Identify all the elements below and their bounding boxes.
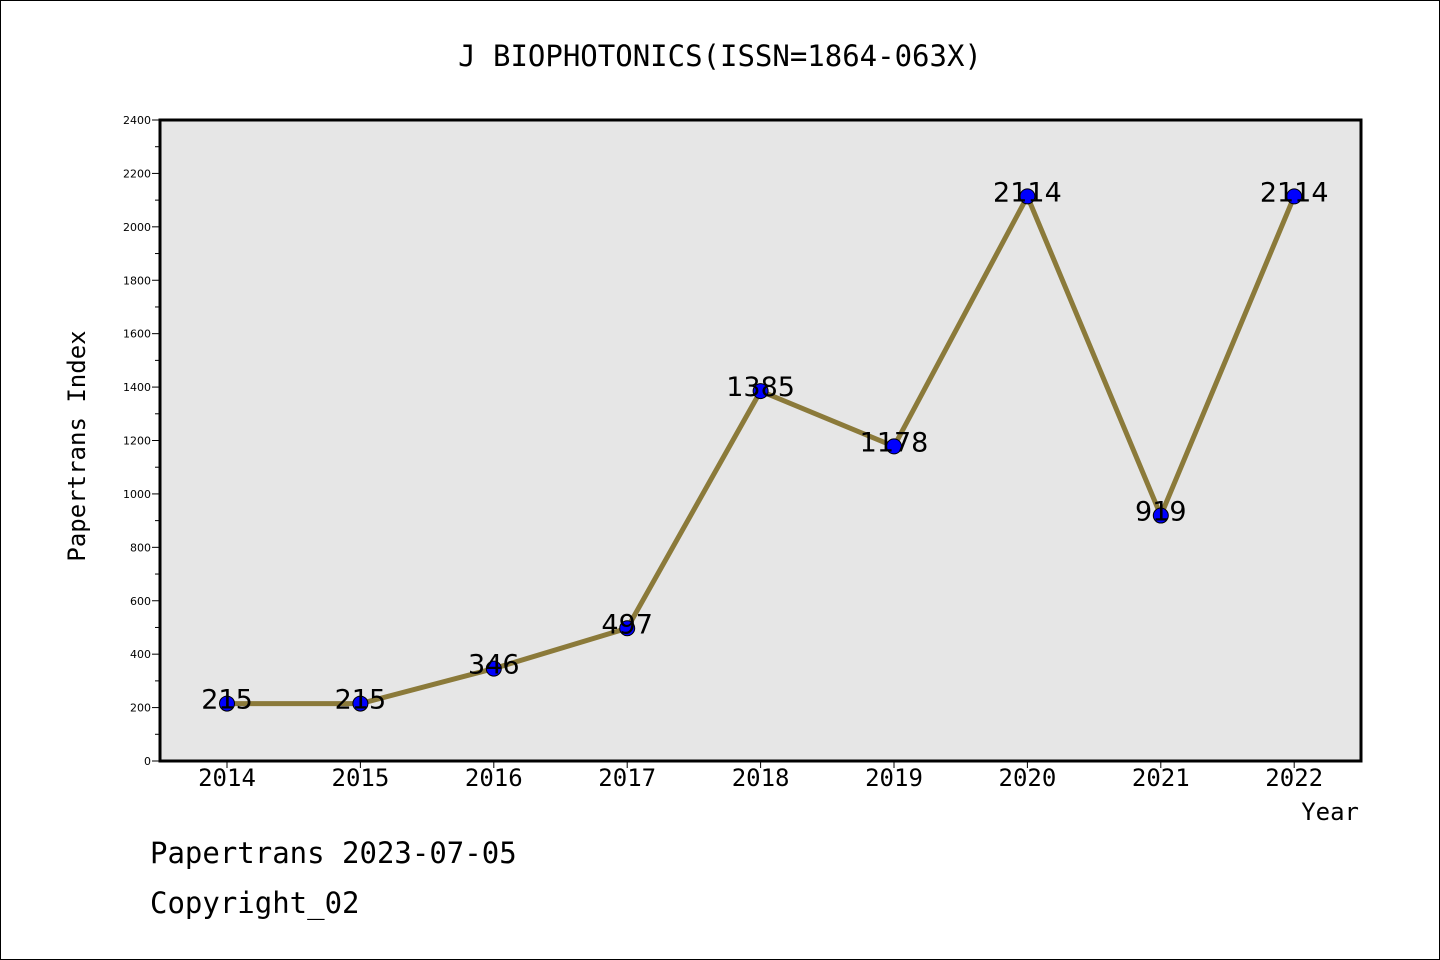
data-point xyxy=(485,660,502,677)
data-point xyxy=(219,695,235,712)
data-point xyxy=(1152,507,1169,524)
y-tick-label: 2400 xyxy=(123,114,151,127)
x-tick-label: 2019 xyxy=(865,764,923,792)
data-label: 215 xyxy=(335,685,387,716)
x-axis-label: Year xyxy=(1301,798,1359,826)
data-point xyxy=(1286,188,1303,205)
data-point xyxy=(352,695,369,712)
data-label: 497 xyxy=(601,609,653,640)
series-line-group xyxy=(219,188,1303,712)
x-tick-label: 2018 xyxy=(732,764,790,792)
data-label-group: 215 215 346 497 1385 1178 2114 919 2114 xyxy=(201,177,1328,715)
y-axis: 0 200 400 600 800 1000 1200 1400 1600 1800 2000 220… xyxy=(123,114,160,768)
y-tick-label: 1800 xyxy=(123,274,151,287)
y-tick-label: 1600 xyxy=(123,328,151,341)
y-tick-label: 200 xyxy=(130,702,151,715)
data-label: 2114 xyxy=(993,177,1062,208)
y-tick-label: 1200 xyxy=(123,435,151,448)
y-axis-label: Papertrans Index xyxy=(63,330,91,561)
data-point xyxy=(886,438,902,455)
data-point xyxy=(1019,188,1036,205)
x-tick-label: 2014 xyxy=(198,764,256,792)
x-tick-label: 2015 xyxy=(332,764,390,792)
x-tick-label: 2021 xyxy=(1132,764,1190,792)
x-axis: 2014 2015 2016 2017 2018 2019 2020 2021 2022 xyxy=(198,761,1323,792)
x-tick-label: 2017 xyxy=(598,764,656,792)
data-label: 215 xyxy=(201,685,253,716)
data-label: 1385 xyxy=(726,372,795,403)
chart-title: J BIOPHOTONICS(ISSN=1864-063X) xyxy=(458,39,982,73)
plot-area xyxy=(158,118,1363,763)
footer-date: Papertrans 2023-07-05 xyxy=(150,836,517,870)
x-tick-label: 2016 xyxy=(465,764,523,792)
data-label: 919 xyxy=(1135,497,1187,528)
y-tick-label: 0 xyxy=(144,755,151,768)
y-tick-label: 1400 xyxy=(123,381,151,394)
y-tick-label: 400 xyxy=(130,648,151,661)
x-tick-label: 2022 xyxy=(1265,764,1323,792)
y-tick-label: 1000 xyxy=(123,488,151,501)
footer-copyright: Copyright_02 xyxy=(150,886,360,920)
data-label: 346 xyxy=(468,650,520,681)
data-label: 1178 xyxy=(860,427,929,458)
y-tick-label: 800 xyxy=(130,541,151,554)
x-tick-label: 2020 xyxy=(999,764,1057,792)
y-tick-label: 600 xyxy=(130,595,151,608)
y-tick-label: 2200 xyxy=(123,167,151,180)
data-point xyxy=(752,383,769,400)
y-tick-label: 2000 xyxy=(123,221,151,234)
data-label: 2114 xyxy=(1260,177,1329,208)
data-point xyxy=(619,620,636,637)
